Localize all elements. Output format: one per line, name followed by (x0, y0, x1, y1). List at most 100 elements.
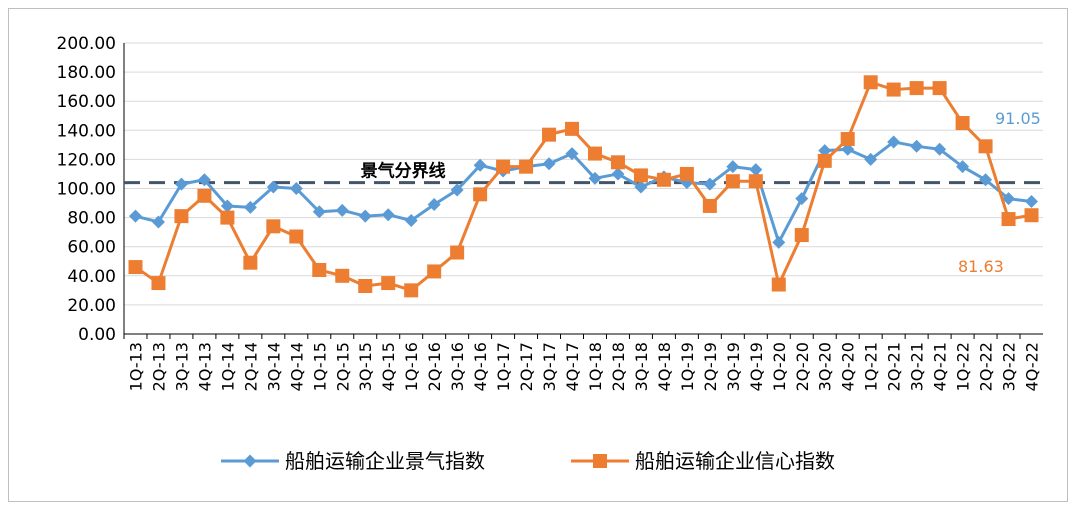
x-tick-label: 1Q-15 (310, 342, 329, 391)
series-1-point (725, 174, 740, 189)
x-tick-label: 3Q-19 (724, 342, 743, 391)
series-1-point (840, 132, 855, 147)
x-tick-label: 3Q-14 (264, 342, 283, 391)
series-1-point (610, 155, 625, 170)
x-tick-label: 1Q-18 (586, 342, 605, 391)
legend-marker-diamond (243, 454, 257, 468)
series-0-point (312, 205, 326, 219)
series-0-point (795, 192, 809, 206)
series-0-point (128, 209, 142, 223)
data-label: 91.05 (995, 109, 1041, 128)
x-tick-label: 3Q-20 (816, 342, 835, 391)
series-0-point (404, 214, 418, 228)
series-0-point (289, 182, 303, 195)
legend-label: 船舶运输企业景气指数 (285, 449, 485, 473)
series-1-point (473, 187, 488, 202)
series-1-point (266, 219, 281, 234)
annotations: 91.05 81.63 (958, 109, 1041, 276)
series-1-point (794, 228, 809, 243)
series-0-point (542, 157, 556, 171)
x-tick-label: 1Q-17 (494, 342, 513, 391)
y-tick-label: 100.00 (57, 180, 116, 200)
series-0-point (864, 152, 878, 166)
series-0-point (772, 235, 786, 249)
series-0-point (611, 167, 625, 181)
x-tick-label: 3Q-15 (356, 342, 375, 391)
y-tick-label: 60.00 (67, 238, 116, 258)
y-tick-label: 140.00 (57, 121, 116, 141)
y-tick-label: 200.00 (57, 34, 116, 54)
chart-frame: 0.00 20.00 40.00 60.00 80.00 100.00 120.00 140.… (8, 8, 1068, 502)
series-1-point (978, 139, 993, 154)
x-tick-label: 2Q-22 (977, 342, 996, 391)
x-tick-label: 1Q-19 (678, 342, 697, 391)
x-tick-label: 1Q-16 (402, 342, 421, 391)
series-0-point (266, 180, 280, 194)
series-1-point (243, 255, 258, 270)
grid-lines (123, 42, 1043, 335)
series-1-point (748, 174, 763, 189)
legend: 船舶运输企业景气指数 船舶运输企业信心指数 (221, 449, 835, 473)
series-1-point (358, 278, 373, 293)
x-tick-label: 1Q-13 (126, 342, 145, 391)
series-0-point (979, 173, 993, 187)
line-chart: 0.00 20.00 40.00 60.00 80.00 100.00 120.00 140.… (57, 34, 1043, 473)
x-tick-label: 4Q-16 (471, 342, 490, 391)
x-tick-label: 2Q-19 (701, 342, 720, 391)
x-tick-label: 2Q-20 (793, 342, 812, 391)
x-tick-label: 2Q-21 (885, 342, 904, 391)
series-1-point (335, 268, 350, 283)
series-1-point (909, 81, 924, 96)
x-tick-label: 4Q-18 (655, 342, 674, 391)
series-0-point (1002, 192, 1016, 206)
series-1-point (450, 245, 465, 260)
y-tick-label: 40.00 (67, 267, 116, 287)
x-tick-label: 4Q-20 (839, 342, 858, 391)
x-tick-label: 4Q-22 (1023, 342, 1042, 391)
series-0-point (588, 171, 602, 185)
series-0-point (220, 199, 234, 213)
series-0-point (956, 160, 970, 174)
series-group (128, 75, 1039, 298)
x-tick-label: 3Q-18 (632, 342, 651, 391)
x-tick-label: 1Q-14 (218, 342, 237, 391)
series-1-point (656, 172, 671, 187)
y-tick-label: 160.00 (57, 92, 116, 112)
series-line-1 (134, 80, 1032, 292)
series-1-point (817, 153, 832, 168)
series-1-point (1001, 212, 1016, 227)
series-0-point (243, 200, 257, 214)
data-label: 81.63 (958, 257, 1004, 276)
x-tick-label: 2Q-14 (241, 342, 260, 391)
series-0-point (1025, 195, 1039, 209)
series-1-point (565, 121, 580, 136)
x-tick-label: 2Q-18 (609, 342, 628, 391)
reference-line: 景气分界线 (124, 161, 1043, 185)
x-tick-label: 4Q-21 (931, 342, 950, 391)
series-0-point (197, 173, 211, 187)
series-1-point (197, 188, 212, 203)
legend-marker-square (593, 454, 607, 468)
y-axis-ticks: 0.00 20.00 40.00 60.00 80.00 100.00 120.00 140.… (57, 34, 116, 345)
series-0-point (473, 158, 487, 172)
series-1-point (496, 159, 511, 174)
series-1-point (381, 276, 396, 291)
series-1-point (427, 264, 442, 279)
series-0-point (174, 177, 188, 191)
x-tick-label: 4Q-13 (195, 342, 214, 391)
x-tick-label: 4Q-17 (563, 342, 582, 391)
series-1-point (128, 260, 143, 275)
series-0-point (565, 147, 579, 161)
x-tick-label: 3Q-21 (908, 342, 927, 391)
series-1-point (771, 277, 786, 292)
series-1-point (932, 81, 947, 96)
series-0-point (335, 203, 349, 217)
x-tick-label: 1Q-22 (954, 342, 973, 391)
series-1-point (955, 116, 970, 131)
series-1-point (312, 262, 327, 277)
x-tick-label: 3Q-13 (172, 342, 191, 391)
x-tick-label: 2Q-13 (149, 342, 168, 391)
x-tick-label: 2Q-17 (517, 342, 536, 391)
x-tick-label: 4Q-19 (747, 342, 766, 391)
series-1-point (542, 127, 557, 142)
